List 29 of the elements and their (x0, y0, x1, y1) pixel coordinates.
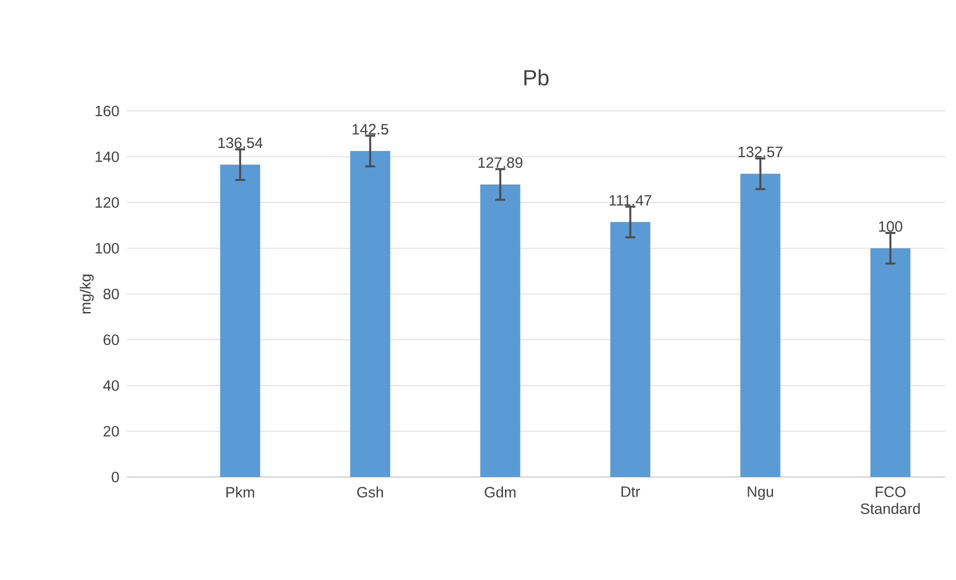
x-tick-label: Pkm (226, 486, 254, 498)
y-axis-title: mg/kg (80, 274, 94, 314)
data-label: 100 (879, 221, 902, 232)
x-tick-label: Ngu (748, 486, 774, 500)
y-tick-label: 0 (112, 472, 119, 482)
y-tick-label: 160 (96, 106, 119, 116)
x-tick-label: Gsh (357, 486, 383, 498)
x-tick-label: Dtr (622, 486, 640, 497)
y-tick-label: 100 (96, 242, 119, 254)
bar (220, 164, 260, 477)
bar (350, 151, 390, 477)
data-label: 142.5 (352, 124, 388, 134)
bar (870, 248, 910, 477)
data-label: 111.47 (610, 195, 652, 206)
bar (480, 184, 520, 477)
data-label: 127.89 (478, 157, 522, 168)
bar (610, 222, 650, 477)
y-tick-label: 40 (103, 380, 119, 391)
x-tick-label: FCO Standard (860, 486, 920, 514)
data-label: 136.54 (218, 138, 263, 148)
bar (740, 174, 780, 477)
y-tick-label: 80 (104, 288, 119, 300)
x-tick-label: Gdm (484, 486, 516, 498)
data-label: 132.57 (738, 146, 782, 158)
y-tick-label: 120 (96, 197, 119, 208)
y-tick-label: 140 (96, 151, 119, 162)
chart-title: Pb (524, 69, 548, 86)
y-tick-label: 20 (104, 426, 119, 437)
y-tick-label: 60 (104, 334, 119, 346)
